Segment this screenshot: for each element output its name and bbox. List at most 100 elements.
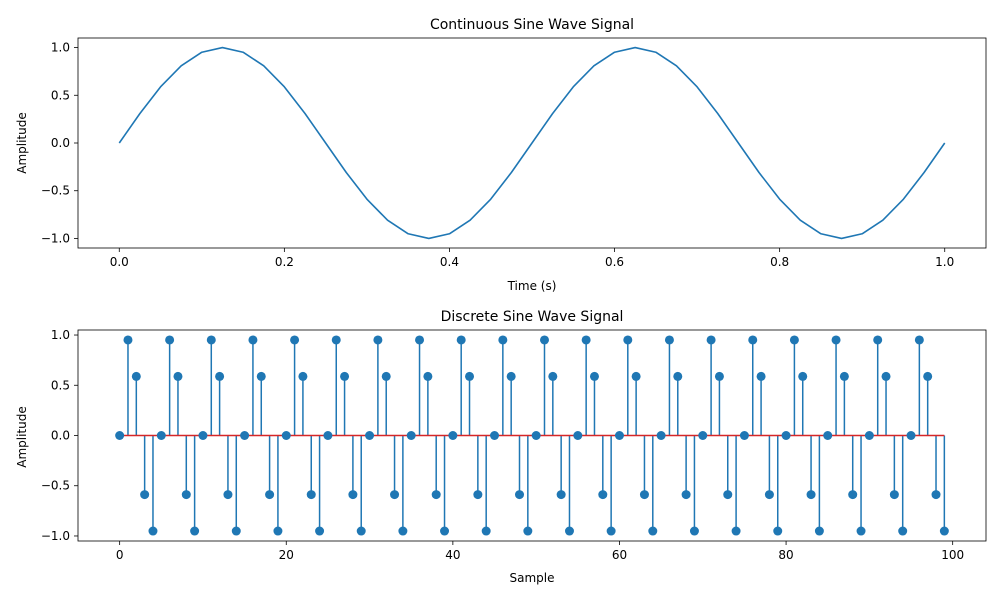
discrete-chart-title: Discrete Sine Wave Signal xyxy=(441,309,624,325)
stem-marker xyxy=(856,526,866,536)
continuous-chart-x-tick-label: 0.0 xyxy=(110,255,129,269)
discrete-chart-x-tick-label: 40 xyxy=(445,548,460,562)
stem-marker xyxy=(123,335,133,345)
stem-marker xyxy=(848,490,858,500)
continuous-chart-y-tick-label: 1.0 xyxy=(51,41,70,55)
stem-marker xyxy=(173,371,183,381)
discrete-chart-y-tick-label: 1.0 xyxy=(51,328,70,342)
discrete-chart-y-tick-label: −0.5 xyxy=(41,479,70,493)
stem-marker xyxy=(473,490,483,500)
continuous-chart-y-tick-label: −0.5 xyxy=(41,184,70,198)
continuous-chart-y-ticks: −1.0 −0.5 0.0 0.5 1.0 xyxy=(41,41,78,245)
discrete-chart-y-tick-label: −1.0 xyxy=(41,529,70,543)
stem-marker xyxy=(365,431,375,440)
stem-marker xyxy=(206,335,216,345)
discrete-chart-x-tick-label: 80 xyxy=(778,548,793,562)
continuous-chart-x-tick-label: 0.6 xyxy=(605,255,624,269)
continuous-chart-x-tick-label: 0.8 xyxy=(770,255,789,269)
continuous-chart-x-ticks: 0.0 0.2 0.4 0.6 0.8 1.0 xyxy=(110,248,954,269)
stem-marker xyxy=(515,490,525,500)
discrete-chart-y-tick-label: 0.5 xyxy=(51,378,70,392)
stem-marker xyxy=(873,335,883,345)
stem-marker xyxy=(889,490,899,500)
stem-marker xyxy=(564,526,574,536)
discrete-chart-x-tick-label: 100 xyxy=(941,548,964,562)
stem-marker xyxy=(631,371,641,381)
discrete-chart-ylabel: Amplitude xyxy=(15,406,29,468)
discrete-chart-x-tick-label: 0 xyxy=(116,548,124,562)
stem-marker xyxy=(290,335,300,345)
stem-marker xyxy=(373,335,383,345)
stem-marker xyxy=(814,526,824,536)
discrete-chart: Discrete Sine Wave Signal Sample Amplitu… xyxy=(15,309,987,585)
stem-marker xyxy=(148,526,158,536)
stem-marker xyxy=(190,526,200,536)
stem-marker xyxy=(589,371,599,381)
stem-marker xyxy=(898,526,908,536)
continuous-chart: Continuous Sine Wave Signal Time (s) Amp… xyxy=(15,17,987,293)
stem-marker xyxy=(881,371,891,381)
stem-marker xyxy=(431,490,441,500)
continuous-chart-axes-frame xyxy=(77,37,987,249)
stem-marker xyxy=(923,371,933,381)
stem-marker xyxy=(764,490,774,500)
sine-wave-line xyxy=(118,46,946,240)
stem-marker xyxy=(215,371,225,381)
stem-marker xyxy=(681,490,691,500)
continuous-chart-x-tick-label: 0.2 xyxy=(275,255,294,269)
stem-marker xyxy=(698,431,708,440)
stem-marker xyxy=(748,335,758,345)
stem-marker xyxy=(614,431,624,440)
stem-marker xyxy=(281,431,291,440)
stem-marker xyxy=(356,526,366,536)
discrete-chart-x-tick-label: 20 xyxy=(279,548,294,562)
stem-marker xyxy=(306,490,316,500)
stem-marker xyxy=(573,431,583,440)
discrete-chart-y-tick-label: 0.0 xyxy=(51,429,70,443)
stem-marker xyxy=(165,335,175,345)
stem-marker xyxy=(390,490,400,500)
discrete-chart-axes-frame xyxy=(77,329,987,542)
stem-marker xyxy=(465,371,475,381)
stem-marker xyxy=(598,490,608,500)
stem-marker xyxy=(398,526,408,536)
continuous-chart-y-tick-label: 0.5 xyxy=(51,88,70,102)
stem-marker xyxy=(115,431,125,440)
discrete-chart-y-ticks: −1.0 −0.5 0.0 0.5 1.0 xyxy=(41,328,78,543)
discrete-chart-xlabel: Sample xyxy=(510,571,555,585)
stem-marker xyxy=(531,431,541,440)
stem-marker xyxy=(723,490,733,500)
stem-marker xyxy=(689,526,699,536)
stem-marker xyxy=(914,335,924,345)
continuous-chart-xlabel: Time (s) xyxy=(507,279,557,293)
stem-marker xyxy=(789,335,799,345)
stem-marker xyxy=(340,371,350,381)
stem-marker xyxy=(906,431,916,440)
stem-marker xyxy=(664,335,674,345)
continuous-chart-ylabel: Amplitude xyxy=(15,112,29,174)
stem-marker xyxy=(273,526,283,536)
stem-marker xyxy=(448,431,458,440)
stem-marker xyxy=(581,335,591,345)
stem-marker xyxy=(256,371,266,381)
stem-marker xyxy=(798,371,808,381)
stem-marker xyxy=(781,431,791,440)
continuous-chart-title: Continuous Sine Wave Signal xyxy=(430,17,634,33)
stem-marker xyxy=(556,490,566,500)
stem-marker xyxy=(606,526,616,536)
stem-marker xyxy=(639,490,649,500)
stem-marker xyxy=(731,526,741,536)
stem-marker xyxy=(423,371,433,381)
stem-marker xyxy=(756,371,766,381)
stem-marker xyxy=(140,490,150,500)
stem-marker xyxy=(490,431,500,440)
stem-marker xyxy=(523,526,533,536)
stem-marker xyxy=(198,431,208,440)
stem-marker xyxy=(864,431,874,440)
stem-marker xyxy=(381,371,391,381)
stem-marker xyxy=(823,431,833,440)
stem-marker xyxy=(648,526,658,536)
stem-marker xyxy=(623,335,633,345)
